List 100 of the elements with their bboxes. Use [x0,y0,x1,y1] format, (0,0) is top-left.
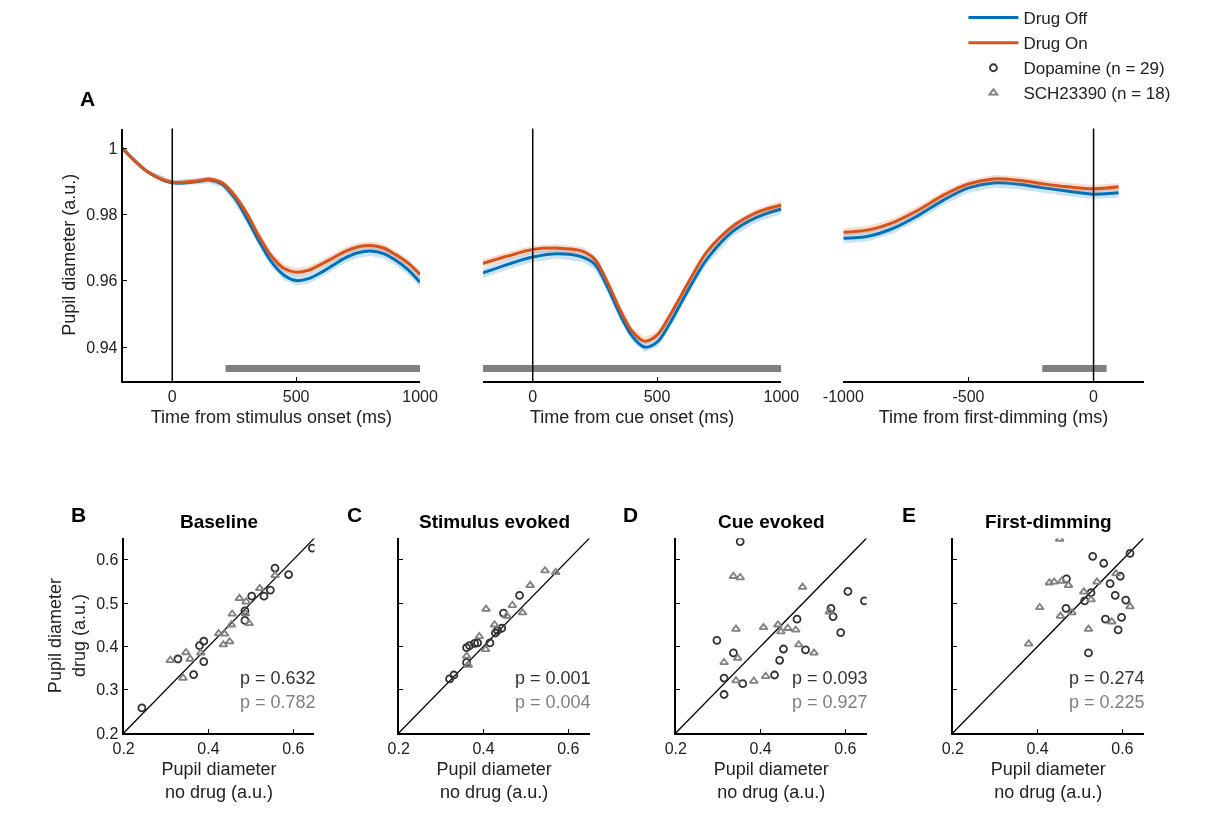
legend-label: Drug On [1023,34,1088,54]
point [515,590,524,600]
point [226,620,237,628]
point [779,644,788,654]
point [1084,648,1093,658]
point [247,591,257,601]
point [797,582,808,590]
point [1111,569,1121,577]
point [270,563,280,573]
point [782,623,793,631]
x-tick-label: 0.2 [112,740,135,758]
point [224,637,235,645]
point [1023,639,1034,647]
x-tick-label: 0.4 [197,740,220,758]
x-tick-label: 500 [282,388,310,406]
text: E [902,503,917,526]
point [474,632,485,640]
x-tick-label: 0.6 [1111,740,1134,758]
annotation: p = 0.927 [792,692,868,712]
point [731,676,741,684]
chart-title: Baseline [180,511,259,532]
y-tick-label: 0.2 [96,724,119,742]
x-tick-label: 0.6 [282,740,305,758]
point [719,690,729,699]
point [1088,551,1098,561]
point [173,654,183,664]
point [219,629,230,637]
y-tick-label: 0.3 [96,681,119,699]
x-tick-label: 0.4 [749,740,772,758]
annotation: p = 0.782 [240,692,316,712]
x-tick-label: 0.2 [387,740,410,758]
point [178,673,188,681]
y-tick-label: 0.94 [86,338,118,356]
point [1067,608,1077,616]
y-axis-title: Pupil diameter (a.u.) [59,173,80,336]
chart-title: First-dimming [985,511,1112,532]
point [836,628,846,637]
x-tick-label: 0 [1089,388,1099,406]
point [1115,571,1125,581]
point [712,635,722,645]
point [240,616,250,625]
x-tick-label: 1000 [402,388,438,406]
point [792,614,802,624]
point [507,600,518,608]
point [1105,579,1115,589]
point [738,679,748,689]
point [244,619,255,627]
y-tick-label: 0.98 [86,206,118,224]
point [793,640,804,648]
point [227,609,238,617]
annotation: p = 0.632 [240,668,316,688]
x-tick-label: 0.6 [557,740,580,758]
point [1056,576,1067,584]
point [735,538,745,547]
point [517,608,528,616]
point [489,620,500,628]
point [137,703,147,713]
legend-label: Drug Off [1023,9,1088,29]
point [185,654,196,662]
point [1062,574,1071,584]
point [758,622,769,631]
point [501,611,512,619]
point [801,645,810,655]
text: B [71,503,87,526]
point [1121,595,1131,605]
point [461,651,472,659]
point [1049,577,1060,585]
point [773,620,783,628]
point [465,641,474,650]
x-tick-label: 0 [528,388,538,406]
point [1086,588,1096,598]
point [1092,577,1102,585]
x-tick-label: 1000 [763,388,800,406]
point [449,670,459,680]
point [525,580,536,588]
point [1055,611,1066,619]
x-axis-title: Time from first-dimming (ms) [878,406,1109,427]
point [270,570,280,579]
point [195,641,204,650]
point [1080,596,1090,606]
point [790,625,801,633]
point [719,673,729,683]
x-tick-label: 0.2 [664,740,687,758]
point [1083,624,1094,632]
point [480,645,491,653]
text: D [623,503,639,526]
point [259,591,269,601]
x-tick-label: 0 [167,388,177,406]
point [265,585,275,595]
point [1117,613,1126,622]
point [809,648,819,656]
point [775,627,786,635]
point [497,623,507,633]
point [735,573,746,581]
point [218,640,229,648]
point [1044,578,1055,586]
x-axis-title: Pupil diameter no drug (a.u.) [161,758,277,803]
y-tick-label: 0.4 [96,638,119,656]
x-axis-title: Pupil diameter no drug (a.u.) [436,758,552,803]
point [731,624,741,632]
